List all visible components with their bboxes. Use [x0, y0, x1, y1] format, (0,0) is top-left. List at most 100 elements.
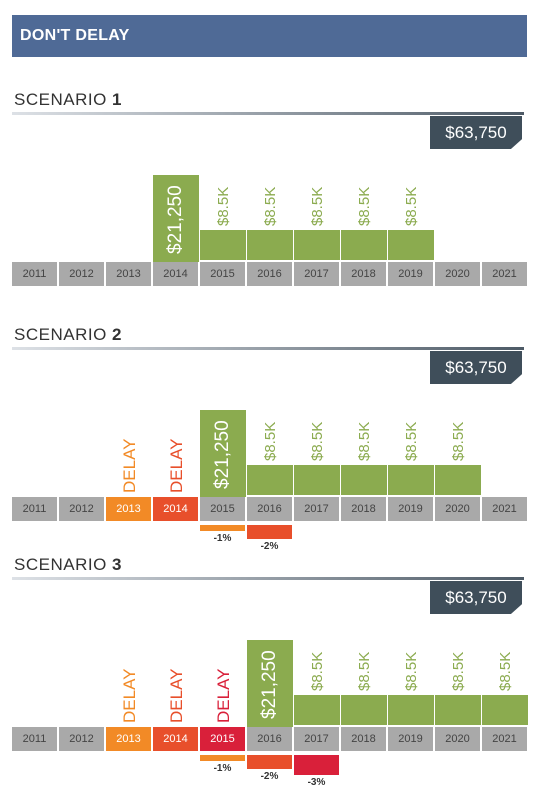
- year-cell-2016: 2016: [247, 262, 292, 286]
- annual-bar-2019: [388, 695, 434, 725]
- year-cell-2015: 2015: [200, 497, 245, 521]
- annual-bar-2017: [294, 695, 340, 725]
- year-cell-2018: 2018: [341, 497, 386, 521]
- penalty-bar-2015: [200, 525, 245, 531]
- annual-label-2017: $8.5K: [309, 421, 326, 461]
- annual-bar-2019: [388, 465, 434, 495]
- year-cell-2017: 2017: [294, 262, 339, 286]
- year-row: 2011 2012 2013 2014 2015 2016 2017 2018 2019 2020…: [12, 497, 528, 521]
- year-cell-2011: 2011: [12, 497, 57, 521]
- annual-label-2019: $8.5K: [403, 421, 420, 461]
- year-cell-2016: 2016: [247, 497, 292, 521]
- annual-label-2021: $8.5K: [497, 651, 514, 691]
- year-cell-2014: 2014: [153, 497, 198, 521]
- scenario-title: SCENARIO 3: [14, 555, 122, 575]
- annual-bar-2017: [294, 230, 340, 260]
- penalty-bar-2016: [247, 755, 292, 769]
- lump-sum-label: $21,250: [212, 420, 233, 489]
- annual-bar-2017: [294, 465, 340, 495]
- year-cell-2011: 2011: [12, 262, 57, 286]
- year-cell-2012: 2012: [59, 727, 104, 751]
- annual-bar-2019: [388, 230, 434, 260]
- year-cell-2013: 2013: [106, 727, 151, 751]
- scenario-number: 1: [112, 90, 122, 109]
- year-cell-2013: 2013: [106, 497, 151, 521]
- year-cell-2019: 2019: [388, 497, 433, 521]
- year-cell-2020: 2020: [435, 497, 480, 521]
- delay-label-2013: DELAY: [120, 438, 139, 494]
- delay-label-2014: DELAY: [167, 438, 186, 494]
- penalty-label-2017: -3%: [307, 777, 326, 788]
- year-cell-2021: 2021: [482, 497, 527, 521]
- scenario-title-text: SCENARIO: [14, 555, 113, 574]
- scenario-total-badge: $63,750: [430, 116, 522, 149]
- penalty-label-2016: -2%: [260, 541, 279, 552]
- lump-sum-bar: [247, 640, 293, 727]
- year-cell-2012: 2012: [59, 497, 104, 521]
- year-cell-2021: 2021: [482, 727, 527, 751]
- annual-bar-2020: [435, 465, 481, 495]
- annual-label-2015: $8.5K: [215, 186, 232, 226]
- annual-bar-2016: [247, 230, 293, 260]
- scenario-divider: [12, 577, 524, 580]
- year-cell-2016: 2016: [247, 727, 292, 751]
- page-banner: DON'T DELAY: [12, 15, 527, 57]
- year-cell-2019: 2019: [388, 262, 433, 286]
- annual-label-2016: $8.5K: [262, 421, 279, 461]
- annual-bar-2018: [341, 695, 387, 725]
- scenario-total-badge: $63,750: [430, 351, 522, 384]
- annual-label-2020: $8.5K: [450, 651, 467, 691]
- lump-sum-label: $21,250: [259, 650, 280, 719]
- year-cell-2015: 2015: [200, 727, 245, 751]
- scenario-number: 3: [112, 555, 122, 574]
- annual-label-2017: $8.5K: [309, 651, 326, 691]
- annual-label-2016: $8.5K: [262, 186, 279, 226]
- year-cell-2014: 2014: [153, 262, 198, 286]
- lump-sum-label: $21,250: [165, 185, 186, 254]
- year-row: 2011 2012 2013 2014 2015 2016 2017 2018 2019 2020…: [12, 262, 528, 286]
- year-cell-2020: 2020: [435, 262, 480, 286]
- year-cell-2011: 2011: [12, 727, 57, 751]
- scenario-1: SCENARIO 1 $63,750 2011 2012 2013 2014 2015 201…: [0, 90, 540, 300]
- annual-bar-2021: [482, 695, 528, 725]
- penalty-label-2015: -1%: [213, 763, 232, 774]
- annual-label-2018: $8.5K: [356, 651, 373, 691]
- penalty-bar-2015: [200, 755, 245, 761]
- lump-sum-bar: [200, 410, 246, 497]
- year-cell-2019: 2019: [388, 727, 433, 751]
- year-cell-2013: 2013: [106, 262, 151, 286]
- year-cell-2014: 2014: [153, 727, 198, 751]
- year-cell-2012: 2012: [59, 262, 104, 286]
- penalty-bar-2017: [294, 755, 339, 775]
- penalty-bar-2016: [247, 525, 292, 539]
- scenario-title: SCENARIO 2: [14, 325, 122, 345]
- delay-label-2015: DELAY: [214, 668, 233, 724]
- delay-label-2013: DELAY: [120, 668, 139, 724]
- delay-label-2014: DELAY: [167, 668, 186, 724]
- annual-bar-2016: [247, 465, 293, 495]
- year-cell-2018: 2018: [341, 262, 386, 286]
- scenario-3: SCENARIO 3 $63,750 2011 2012 2013 2014 2015 201…: [0, 555, 540, 788]
- scenario-2: SCENARIO 2 $63,750 2011 2012 2013 2014 2015 201…: [0, 325, 540, 552]
- year-cell-2017: 2017: [294, 727, 339, 751]
- annual-bar-2018: [341, 465, 387, 495]
- annual-label-2018: $8.5K: [356, 186, 373, 226]
- annual-label-2019: $8.5K: [403, 186, 420, 226]
- annual-label-2020: $8.5K: [450, 421, 467, 461]
- lump-sum-bar: [153, 175, 199, 262]
- annual-bar-2018: [341, 230, 387, 260]
- scenario-total-badge: $63,750: [430, 581, 522, 614]
- annual-label-2018: $8.5K: [356, 421, 373, 461]
- scenario-divider: [12, 112, 524, 115]
- scenario-title-text: SCENARIO: [14, 325, 113, 344]
- scenario-divider: [12, 347, 524, 350]
- scenario-title-text: SCENARIO: [14, 90, 113, 109]
- year-row: 2011 2012 2013 2014 2015 2016 2017 2018 2019 2020…: [12, 727, 528, 751]
- year-cell-2015: 2015: [200, 262, 245, 286]
- annual-bar-2020: [435, 695, 481, 725]
- annual-label-2019: $8.5K: [403, 651, 420, 691]
- year-cell-2020: 2020: [435, 727, 480, 751]
- year-cell-2021: 2021: [482, 262, 527, 286]
- scenario-title: SCENARIO 1: [14, 90, 122, 110]
- annual-bar-2015: [200, 230, 246, 260]
